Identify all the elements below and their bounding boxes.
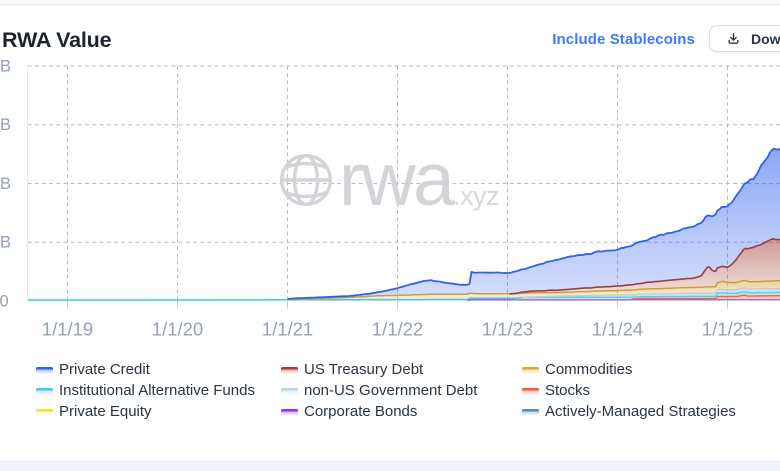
svg-text:1/1/25: 1/1/25 [702, 319, 753, 340]
svg-text:1/1/22: 1/1/22 [372, 319, 423, 340]
svg-text:1/1/21: 1/1/21 [262, 319, 313, 340]
svg-text:$0: $0 [0, 292, 9, 310]
svg-text:1/1/23: 1/1/23 [482, 319, 533, 340]
svg-text:1/1/20: 1/1/20 [152, 319, 203, 340]
svg-text:$20B: $20B [0, 57, 11, 75]
svg-text:$15B: $15B [0, 116, 11, 134]
svg-text:1/1/19: 1/1/19 [42, 319, 93, 340]
svg-text:rwa: rwa [339, 137, 455, 221]
svg-text:$10B: $10B [0, 175, 11, 193]
svg-text:.xyz: .xyz [453, 181, 499, 211]
svg-text:$5B: $5B [0, 234, 11, 252]
svg-text:1/1/24: 1/1/24 [592, 319, 643, 340]
